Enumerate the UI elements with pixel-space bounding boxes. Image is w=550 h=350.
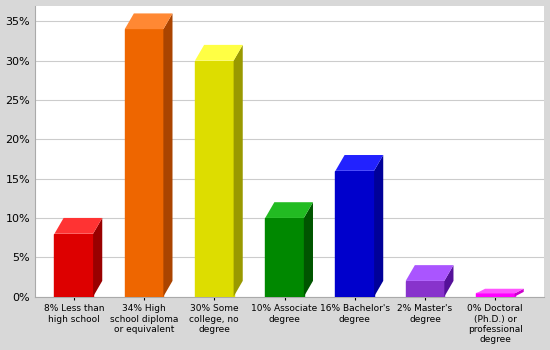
Bar — [54, 234, 93, 296]
Polygon shape — [93, 218, 102, 296]
Polygon shape — [336, 155, 383, 171]
Polygon shape — [406, 265, 454, 281]
Polygon shape — [515, 289, 524, 296]
Polygon shape — [304, 202, 313, 296]
Polygon shape — [163, 13, 173, 296]
Polygon shape — [476, 289, 524, 293]
Polygon shape — [265, 202, 313, 218]
Bar — [125, 29, 163, 296]
Bar — [406, 281, 444, 296]
Polygon shape — [234, 45, 243, 296]
Polygon shape — [195, 45, 243, 61]
Polygon shape — [125, 13, 173, 29]
Bar — [336, 171, 374, 296]
Bar — [265, 218, 304, 296]
Bar — [476, 293, 515, 296]
Bar — [195, 61, 234, 296]
Polygon shape — [444, 265, 454, 296]
Polygon shape — [54, 218, 102, 234]
Polygon shape — [374, 155, 383, 296]
